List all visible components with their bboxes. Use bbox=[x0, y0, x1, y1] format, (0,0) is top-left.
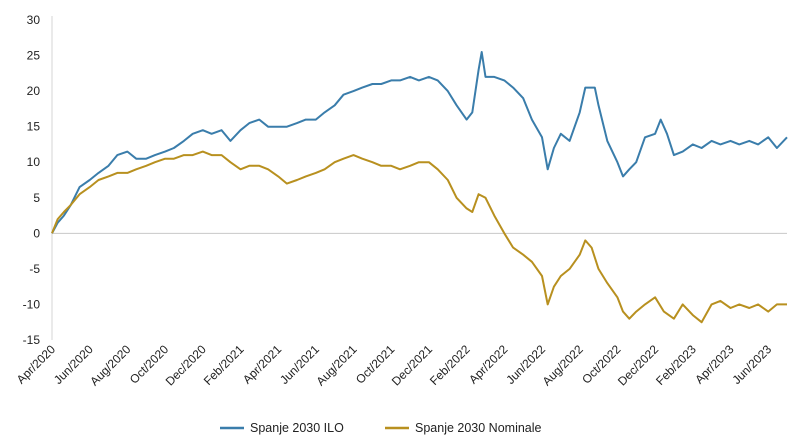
legend-label-2: Spanje 2030 Nominale bbox=[415, 421, 542, 435]
x-axis: Apr/2020Jun/2020Aug/2020Oct/2020Dec/2020… bbox=[14, 16, 787, 388]
y-tick-label: 25 bbox=[27, 49, 41, 63]
legend: Spanje 2030 ILO Spanje 2030 Nominale bbox=[220, 421, 542, 435]
y-tick-label: 30 bbox=[27, 13, 41, 27]
series-layer bbox=[51, 51, 788, 324]
y-tick-label: 10 bbox=[27, 155, 41, 169]
y-tick-label: 15 bbox=[27, 120, 41, 134]
series-line-1 bbox=[51, 51, 788, 234]
x-tick-label: Dec/2020 bbox=[163, 342, 209, 388]
x-tick-label: Dec/2022 bbox=[615, 342, 661, 388]
x-tick-label: Jun/2023 bbox=[729, 342, 774, 387]
y-tick-label: -15 bbox=[23, 333, 41, 347]
y-tick-label: -10 bbox=[23, 297, 41, 311]
x-tick-label: Aug/2022 bbox=[540, 342, 586, 388]
series-line-2 bbox=[51, 150, 787, 324]
x-tick-label: Apr/2022 bbox=[466, 342, 511, 387]
y-axis: -15 -10 -5 0 5 10 15 20 25 30 bbox=[23, 13, 41, 347]
x-tick-label: Aug/2020 bbox=[87, 342, 133, 388]
y-tick-label: 0 bbox=[33, 226, 40, 240]
x-tick-label: Feb/2023 bbox=[653, 342, 699, 388]
x-tick-label: Apr/2023 bbox=[692, 342, 737, 387]
x-tick-label: Feb/2022 bbox=[427, 342, 473, 388]
x-tick-label: Apr/2021 bbox=[240, 342, 285, 387]
y-tick-label: 5 bbox=[33, 191, 40, 205]
x-tick-label: Apr/2020 bbox=[14, 342, 59, 387]
legend-label-1: Spanje 2030 ILO bbox=[250, 421, 344, 435]
x-tick-label: Feb/2021 bbox=[201, 342, 247, 388]
x-tick-label: Aug/2021 bbox=[313, 342, 359, 388]
y-tick-label: -5 bbox=[29, 262, 40, 276]
x-tick-label: Dec/2021 bbox=[389, 342, 435, 388]
y-tick-label: 20 bbox=[27, 84, 41, 98]
